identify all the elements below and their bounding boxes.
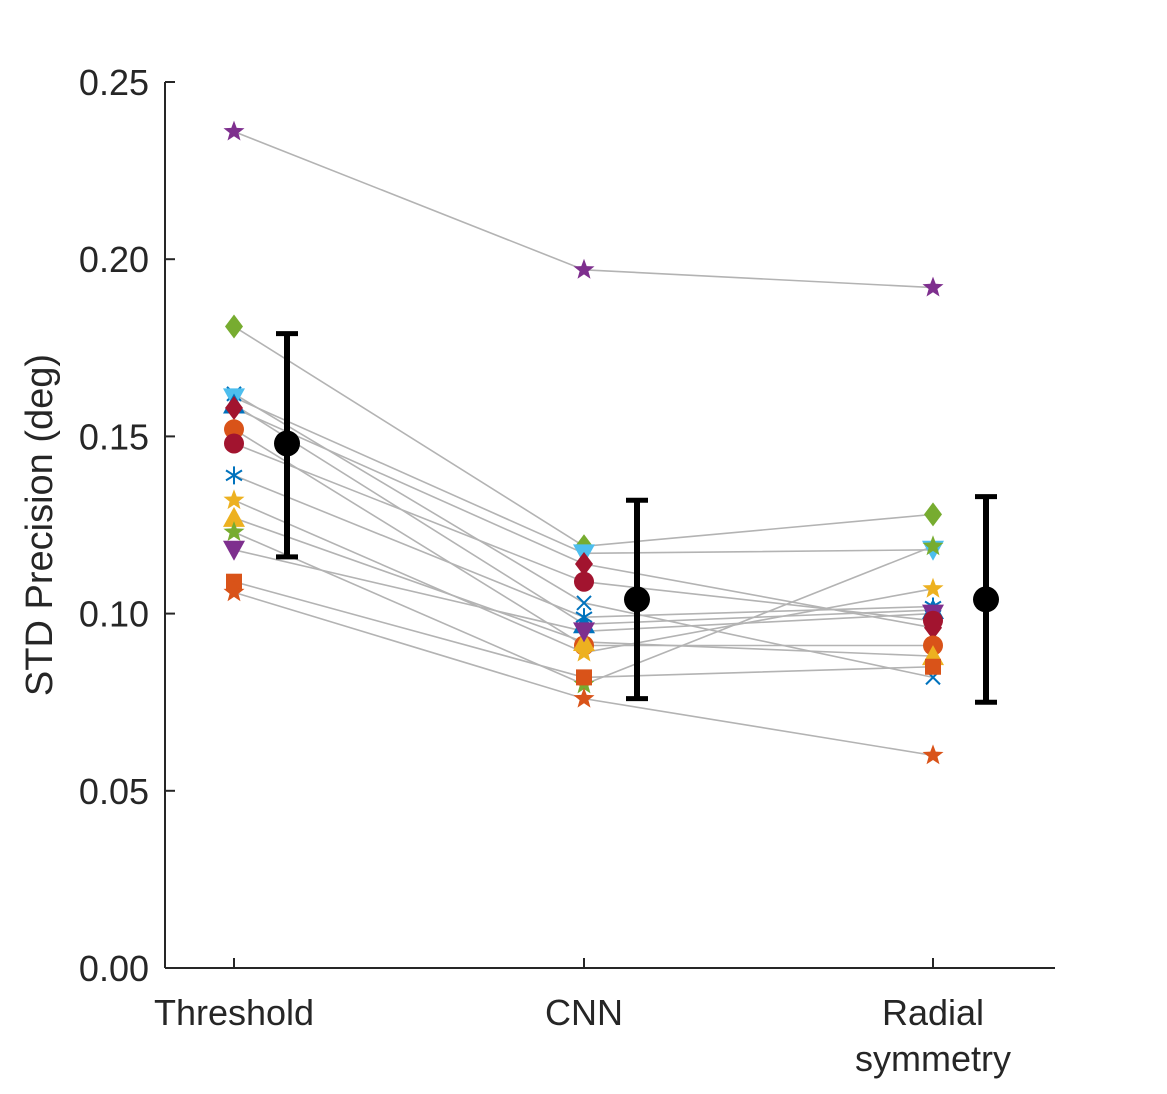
- data-point: [922, 535, 944, 556]
- data-point: [223, 581, 245, 602]
- data-point: [224, 419, 244, 440]
- data-point: [576, 595, 592, 611]
- x-tick-label: CNN: [545, 992, 623, 1033]
- data-point: [225, 466, 243, 485]
- connector-line: [233, 396, 934, 555]
- y-tick-label: 0.25: [79, 62, 149, 103]
- data-point: [922, 744, 944, 765]
- x-tick-label: Threshold: [154, 992, 314, 1033]
- data-point: [223, 120, 245, 141]
- x-tick-label-line: CNN: [545, 992, 623, 1033]
- mean-point: [973, 586, 999, 613]
- data-point: [225, 314, 243, 339]
- x-tick-label-line: Radial: [882, 992, 984, 1033]
- connector-line: [233, 325, 934, 548]
- data-point: [223, 506, 245, 527]
- data-point: [573, 687, 595, 708]
- data-point: [923, 610, 943, 631]
- data-point: [575, 551, 593, 576]
- x-tick-label-line: Threshold: [154, 992, 314, 1033]
- data-point: [223, 521, 245, 541]
- data-point: [225, 396, 243, 421]
- data-point-stroke: [575, 611, 593, 623]
- y-tick-label: 0.15: [79, 416, 149, 457]
- data-point: [224, 433, 244, 454]
- data-point: [925, 658, 941, 675]
- data-point: [573, 622, 595, 643]
- y-tick-label: 0.00: [79, 948, 149, 989]
- data-point: [922, 276, 944, 297]
- data-point: [576, 669, 592, 686]
- x-tick-label: Radial symmetry: [855, 992, 1011, 1079]
- mean-point: [624, 586, 650, 613]
- data-point: [922, 577, 944, 598]
- data-point: [223, 540, 245, 561]
- data-point: [924, 502, 942, 527]
- summary-layer: [274, 331, 999, 705]
- data-point: [574, 571, 594, 592]
- y-tick-label: 0.05: [79, 771, 149, 812]
- markers-layer: [223, 120, 944, 765]
- y-tick-label: 0.20: [79, 239, 149, 280]
- data-point: [573, 641, 595, 662]
- y-axis-title: STD Precision (deg): [19, 354, 61, 696]
- data-point-stroke: [225, 469, 243, 482]
- data-point-stroke: [576, 595, 592, 611]
- y-tick-label: 0.10: [79, 594, 149, 635]
- connector-lines-layer: [233, 130, 934, 757]
- mean-point: [274, 430, 300, 457]
- x-tick-label-line: symmetry: [855, 1038, 1011, 1079]
- data-point: [223, 489, 245, 510]
- data-point: [573, 258, 595, 279]
- axes-layer: 0.00 0.05 0.10 0.15 0.20 0.25 Threshold CNN Radi…: [19, 62, 1055, 1079]
